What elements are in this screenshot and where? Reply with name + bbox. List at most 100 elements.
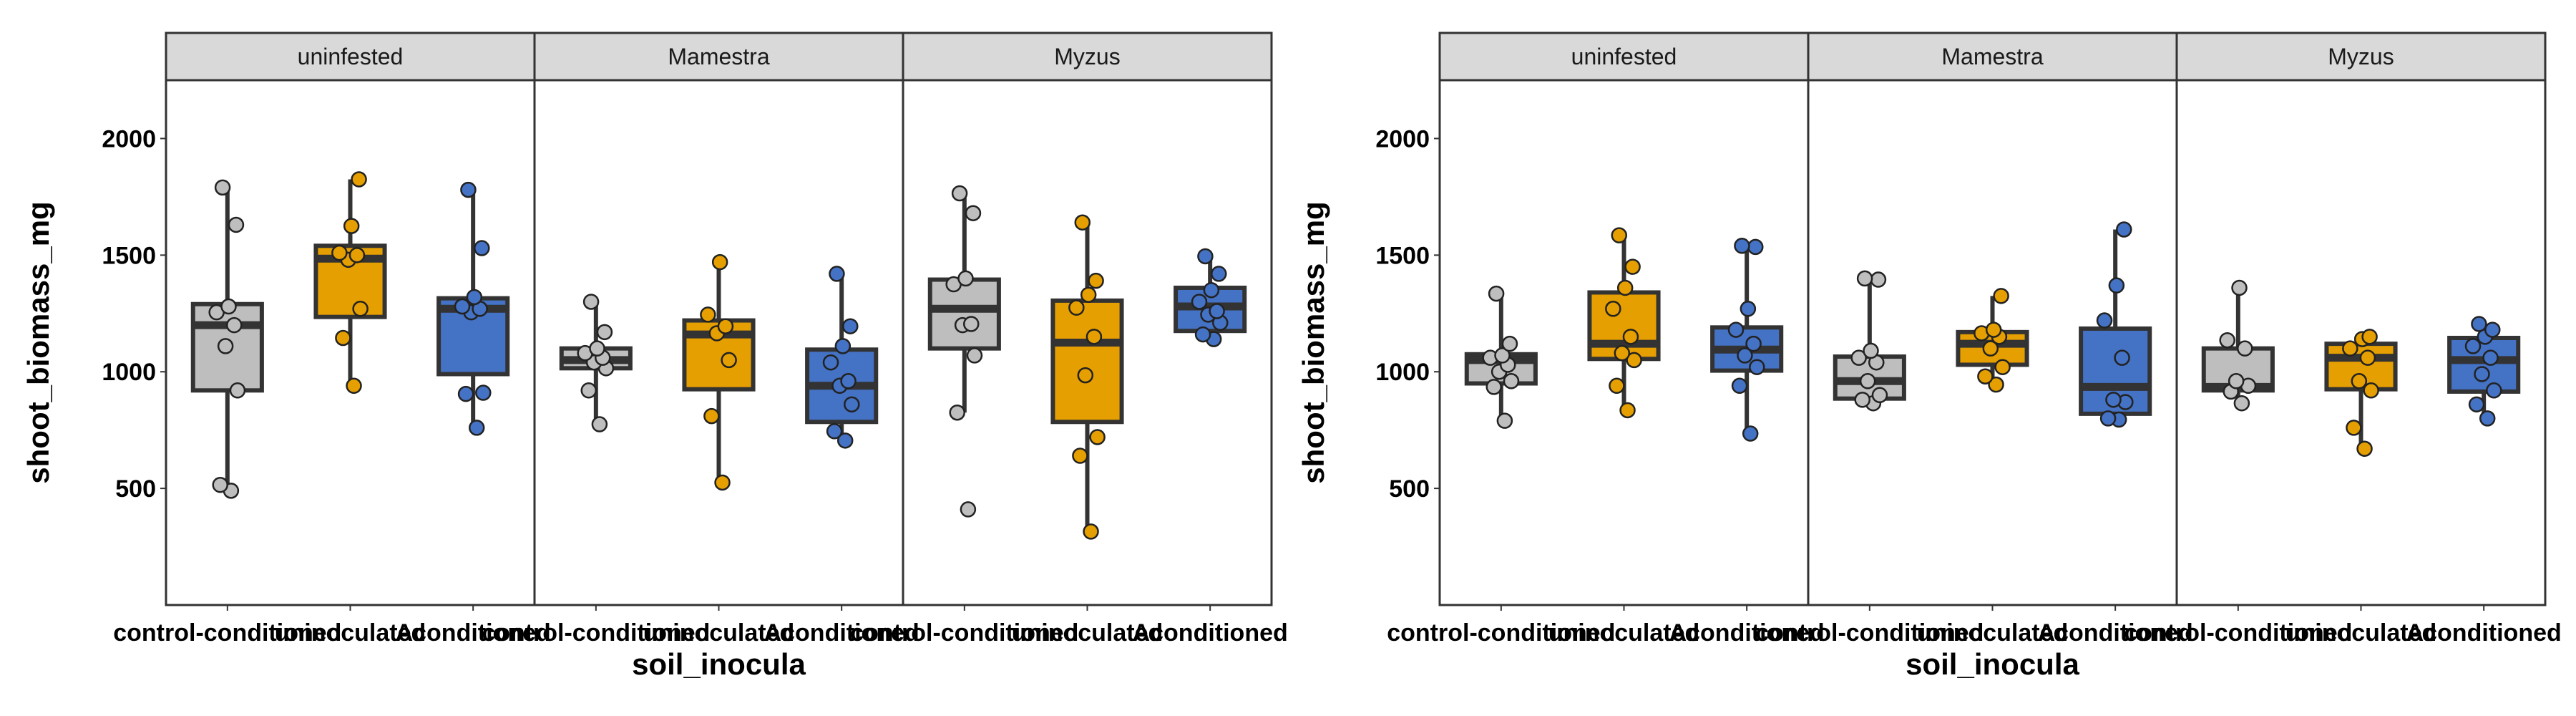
facet-strip bbox=[165, 32, 536, 82]
box-iqr bbox=[927, 277, 1001, 351]
data-point bbox=[589, 340, 605, 357]
x-tick-label: control-conditioned bbox=[850, 619, 1078, 647]
data-point bbox=[214, 179, 231, 196]
x-axis-title: soil_inocula bbox=[632, 647, 806, 681]
data-point bbox=[711, 253, 728, 271]
data-point bbox=[1488, 285, 1505, 302]
x-tick-label: Aconditioned bbox=[764, 619, 919, 647]
data-point bbox=[1870, 271, 1887, 288]
data-point bbox=[580, 382, 597, 399]
y-axis-title: shoot_biomass_mg bbox=[1297, 201, 1330, 483]
data-point bbox=[226, 316, 243, 334]
panel-myzus: Myzus control-conditioneduninoculatedAcon… bbox=[2124, 32, 2562, 647]
x-tick-label: uninoculated bbox=[1917, 619, 2069, 647]
data-point bbox=[1197, 248, 1214, 265]
facet-label: Mamestra bbox=[1941, 44, 2043, 69]
facet-label: uninfested bbox=[298, 44, 404, 69]
x-tick-label: uninoculated bbox=[1548, 619, 1700, 647]
data-point bbox=[2359, 349, 2376, 366]
data-point bbox=[1203, 281, 1220, 299]
data-point bbox=[2471, 316, 2487, 332]
data-point bbox=[1211, 266, 1227, 282]
facet-label: Myzus bbox=[2328, 44, 2394, 69]
data-point bbox=[2231, 279, 2248, 296]
y-tick-label: 1500 bbox=[102, 242, 156, 269]
data-point bbox=[2363, 382, 2379, 399]
data-point bbox=[1080, 286, 1097, 303]
data-point bbox=[957, 270, 974, 287]
data-point bbox=[842, 318, 859, 334]
data-point bbox=[466, 289, 483, 306]
data-point bbox=[220, 298, 237, 315]
data-point bbox=[1083, 523, 1099, 540]
data-point bbox=[1074, 214, 1091, 231]
data-point bbox=[1988, 376, 2004, 393]
data-point bbox=[2105, 392, 2122, 408]
data-point bbox=[591, 416, 608, 432]
facet-strip bbox=[1807, 32, 2178, 82]
data-point bbox=[1077, 367, 1094, 384]
facet-label: uninfested bbox=[1571, 44, 1677, 69]
data-point bbox=[1749, 359, 1765, 375]
data-point bbox=[1609, 377, 1625, 395]
data-point bbox=[2099, 410, 2117, 427]
box-Aconditioned: Aconditioned bbox=[396, 181, 551, 647]
data-point bbox=[1496, 412, 1513, 429]
data-point bbox=[346, 377, 362, 395]
data-point bbox=[2468, 396, 2485, 413]
box-uninoculated: uninoculated bbox=[1548, 227, 1700, 647]
box-Aconditioned: Aconditioned bbox=[2406, 316, 2562, 647]
data-point bbox=[454, 298, 471, 315]
data-point bbox=[834, 338, 852, 354]
panel-mamestra: Mamestra control-conditioneduninoculatedA… bbox=[482, 32, 919, 647]
x-tick-label: control-conditioned bbox=[1755, 619, 1984, 647]
x-tick-label: Aconditioned bbox=[1133, 619, 1288, 647]
data-point bbox=[960, 501, 977, 518]
data-point bbox=[468, 420, 485, 436]
x-tick-label: control-conditioned bbox=[113, 619, 341, 647]
data-point bbox=[1089, 429, 1106, 445]
data-point bbox=[714, 474, 731, 491]
box-Aconditioned: Aconditioned bbox=[1133, 248, 1288, 647]
data-point bbox=[1863, 342, 1879, 359]
x-tick-label: control-conditioned bbox=[1387, 619, 1615, 647]
data-point bbox=[1740, 301, 1757, 317]
box-uninoculated: uninoculated bbox=[1012, 214, 1163, 647]
y-tick-label: 1500 bbox=[1375, 242, 1430, 269]
y-tick-label: 2000 bbox=[1375, 125, 1430, 153]
data-point bbox=[1731, 377, 1748, 395]
data-point bbox=[1985, 321, 2002, 338]
data-point bbox=[2464, 338, 2482, 354]
data-point bbox=[717, 318, 734, 334]
chart-0: 500 1000 1500 2000 shoot_biomass_mg soil_inoc… bbox=[21, 32, 1288, 681]
panel-mamestra: Mamestra control-conditioneduninoculatedA… bbox=[1755, 32, 2193, 647]
data-point bbox=[949, 404, 965, 421]
data-point bbox=[1494, 347, 1511, 364]
data-point bbox=[1501, 335, 1518, 352]
data-point bbox=[2096, 312, 2113, 329]
data-point bbox=[228, 216, 245, 233]
data-point bbox=[2116, 221, 2132, 238]
box-control-conditioned: control-conditioned bbox=[1755, 270, 1984, 647]
data-point bbox=[2108, 277, 2125, 294]
panel-uninfested: uninfested control-conditioneduninoculate… bbox=[113, 32, 551, 647]
box-control-conditioned: control-conditioned bbox=[482, 294, 710, 647]
data-point bbox=[2474, 366, 2490, 382]
facet-strip bbox=[2175, 32, 2547, 82]
data-point bbox=[2114, 349, 2130, 366]
box-uninoculated: uninoculated bbox=[275, 171, 426, 647]
data-point bbox=[217, 338, 234, 354]
data-point bbox=[457, 385, 474, 402]
box-uninoculated: uninoculated bbox=[2285, 329, 2437, 647]
data-point bbox=[2482, 349, 2499, 366]
x-tick-label: uninoculated bbox=[2285, 619, 2437, 647]
data-point bbox=[2479, 410, 2496, 427]
panel-uninfested: uninfested control-conditioneduninoculate… bbox=[1387, 32, 1825, 647]
box-control-conditioned: control-conditioned bbox=[850, 185, 1078, 647]
x-axis-title: soil_inocula bbox=[1906, 647, 2079, 681]
data-point bbox=[963, 316, 980, 332]
box-control-conditioned: control-conditioned bbox=[113, 179, 341, 647]
data-point bbox=[229, 382, 246, 399]
data-point bbox=[331, 244, 348, 261]
